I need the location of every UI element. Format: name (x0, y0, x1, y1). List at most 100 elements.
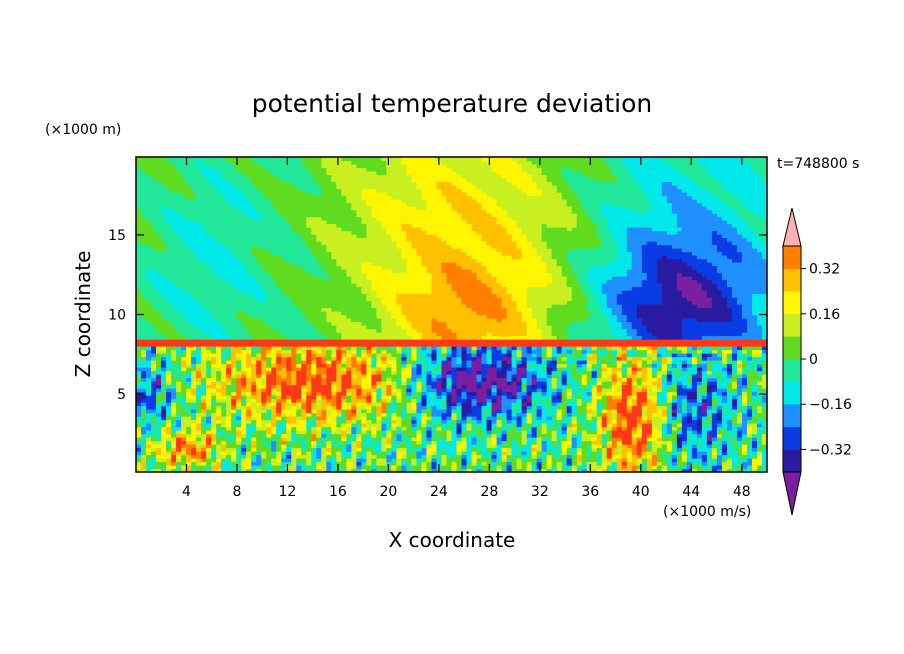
contour-cell (586, 388, 593, 393)
contour-cell (611, 437, 618, 442)
contour-cell (211, 363, 217, 368)
contour-cell (301, 388, 307, 393)
contour-cell (566, 356, 573, 361)
contour-cell (226, 412, 232, 417)
contour-cell (586, 377, 593, 382)
contour-cell (621, 444, 628, 449)
contour-cell (206, 367, 212, 372)
contour-cell (426, 374, 433, 379)
contour-cell (426, 426, 433, 431)
contour-cell (226, 416, 232, 421)
contour-cell (536, 360, 543, 365)
contour-cell (291, 451, 297, 456)
contour-cell (216, 454, 222, 459)
contour-cell (291, 402, 297, 407)
contour-cell (181, 412, 187, 417)
contour-cell (396, 405, 403, 410)
contour-cell (141, 377, 147, 382)
contour-cell (516, 370, 523, 375)
contour-cell (426, 465, 433, 470)
contour-cell (521, 388, 528, 393)
contour-cell (376, 360, 382, 365)
contour-cell (406, 356, 413, 361)
contour-cell (146, 433, 152, 438)
contour-cell (631, 409, 638, 414)
contour-cell (466, 437, 473, 442)
contour-cell (696, 346, 703, 351)
contour-cell (646, 426, 653, 431)
contour-cell (746, 423, 753, 428)
contour-cell (526, 451, 533, 456)
contour-cell (396, 447, 403, 452)
contour-cell (601, 461, 608, 466)
contour-cell (586, 458, 593, 463)
contour-cell (626, 391, 633, 396)
contour-cell (711, 423, 718, 428)
contour-cell (391, 447, 398, 452)
contour-cell (361, 423, 367, 428)
contour-cell (511, 339, 518, 344)
contour-cell (436, 356, 443, 361)
contour-cell (606, 433, 613, 438)
contour-cell (351, 363, 357, 368)
contour-cell (156, 444, 162, 449)
contour-cell (576, 440, 583, 445)
contour-cell (321, 465, 327, 470)
contour-cell (461, 377, 468, 382)
contour-cell (636, 402, 643, 407)
contour-cell (471, 356, 478, 361)
contour-cell (496, 461, 503, 466)
contour-cell (206, 381, 212, 386)
contour-cell (251, 363, 257, 368)
contour-cell (276, 405, 282, 410)
contour-cell (171, 381, 177, 386)
contour-cell (591, 356, 598, 361)
contour-cell (356, 363, 362, 368)
contour-cell (381, 465, 387, 470)
contour-cell (246, 454, 252, 459)
contour-cell (151, 374, 157, 379)
contour-cell (436, 339, 443, 344)
contour-cell (136, 349, 142, 354)
contour-cell (296, 339, 302, 344)
contour-cell (351, 349, 357, 354)
contour-cell (141, 405, 147, 410)
contour-cell (361, 419, 367, 424)
contour-cell (386, 423, 393, 428)
contour-cell (536, 412, 543, 417)
contour-cell (511, 402, 518, 407)
contour-cell (221, 360, 227, 365)
contour-cell (516, 332, 523, 337)
contour-cell (661, 409, 668, 414)
contour-cell (736, 416, 743, 421)
contour-cell (731, 419, 738, 424)
contour-cell (496, 353, 503, 358)
contour-cell (246, 440, 252, 445)
contour-cell (451, 360, 458, 365)
contour-cell (746, 363, 753, 368)
contour-cell (431, 454, 438, 459)
contour-cell (391, 468, 398, 472)
contour-cell (151, 437, 157, 442)
contour-cell (656, 433, 663, 438)
contour-cell (611, 444, 618, 449)
contour-cell (276, 374, 282, 379)
contour-cell (151, 447, 157, 452)
contour-cell (456, 370, 463, 375)
contour-cell (751, 342, 758, 347)
contour-cell (306, 384, 312, 389)
contour-cell (396, 430, 403, 435)
contour-cell (471, 398, 478, 403)
contour-cell (656, 444, 663, 449)
contour-cell (391, 437, 398, 442)
contour-cell (671, 447, 678, 452)
contour-cell (626, 384, 633, 389)
contour-cell (351, 384, 357, 389)
contour-cell (276, 360, 282, 365)
contour-cell (721, 391, 728, 396)
contour-cell (341, 423, 347, 428)
contour-cell (506, 332, 513, 337)
contour-cell (306, 409, 312, 414)
contour-cell (206, 335, 212, 340)
contour-cell (221, 458, 227, 463)
